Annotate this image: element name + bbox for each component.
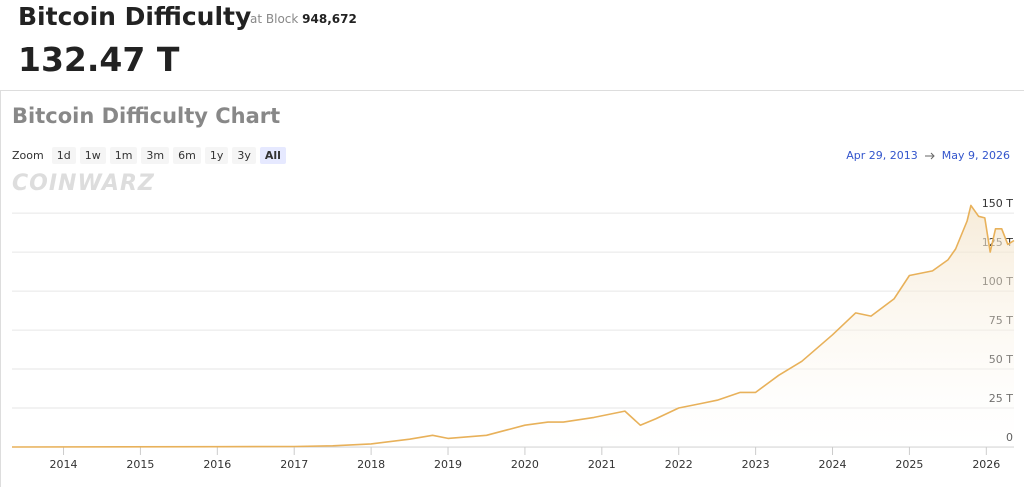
arrow (924, 152, 935, 159)
zoom-label: Zoom (12, 149, 44, 162)
zoom-button[interactable]: 1m (109, 147, 138, 164)
x-tick-label: 2022 (665, 458, 693, 471)
date-range: Apr 29, 2013 May 9, 2026 (846, 149, 1010, 162)
page-title: Bitcoin Difficulty (18, 2, 252, 31)
separator (0, 90, 1, 487)
line (11, 204, 1015, 448)
block-number: 948,672 (302, 12, 357, 26)
zoom-button[interactable]: 1d (51, 147, 76, 164)
y-tick-label: 150 T (982, 197, 1013, 210)
x-tick-label: 2015 (126, 458, 154, 471)
x-tick-label: 2018 (357, 458, 385, 471)
watermark: COINWARZ (12, 171, 155, 196)
zoom-button[interactable]: 1y (204, 147, 229, 164)
chart-title: Bitcoin Difficulty Chart (12, 104, 281, 128)
zoom-button[interactable]: 1w (79, 147, 106, 164)
zoom-button[interactable]: All (259, 147, 286, 164)
x-tick-label: 2025 (895, 458, 923, 471)
area (12, 205, 1014, 447)
zoom-button[interactable]: 3m (141, 147, 170, 164)
zoom-button[interactable]: 6m (173, 147, 201, 164)
block-info: at Block 948,672 (250, 12, 357, 26)
x-tick-label: 2016 (203, 458, 231, 471)
x-tick-label: 2021 (588, 458, 616, 471)
current-difficulty: 132.47 T (18, 40, 180, 79)
range-end[interactable]: May 9, 2026 (941, 149, 1010, 162)
x-tick-label: 2024 (819, 458, 847, 471)
x-tick-label: 2017 (280, 458, 308, 471)
x-tick-label: 2014 (50, 458, 78, 471)
x-tick-label: 2023 (742, 458, 770, 471)
x-tick-label: 2020 (511, 458, 539, 471)
x-tick-label: 2019 (434, 458, 462, 471)
x-tick-label: 2026 (972, 458, 1000, 471)
separator (0, 90, 1024, 91)
range-start[interactable]: Apr 29, 2013 (846, 149, 918, 162)
zoom-button[interactable]: 3y (232, 147, 256, 164)
zoom-bar: Zoom 1d 1w 1m 3m 6m 1y 3y All (12, 147, 286, 164)
block-prefix: at Block (250, 12, 299, 26)
